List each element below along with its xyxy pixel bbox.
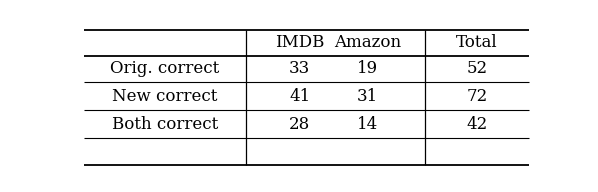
Text: 28: 28 bbox=[289, 116, 310, 133]
Text: Both correct: Both correct bbox=[112, 116, 218, 133]
Text: 41: 41 bbox=[289, 88, 310, 105]
Text: Total: Total bbox=[456, 35, 498, 51]
Text: 72: 72 bbox=[466, 88, 487, 105]
Text: 19: 19 bbox=[357, 60, 378, 77]
Text: 31: 31 bbox=[357, 88, 378, 105]
Text: 14: 14 bbox=[357, 116, 378, 133]
Text: 42: 42 bbox=[466, 116, 487, 133]
Text: IMDB: IMDB bbox=[275, 35, 325, 51]
Text: Orig. correct: Orig. correct bbox=[111, 60, 219, 77]
Text: New correct: New correct bbox=[112, 88, 218, 105]
Text: Amazon: Amazon bbox=[334, 35, 401, 51]
Text: 33: 33 bbox=[289, 60, 310, 77]
Text: 52: 52 bbox=[466, 60, 487, 77]
